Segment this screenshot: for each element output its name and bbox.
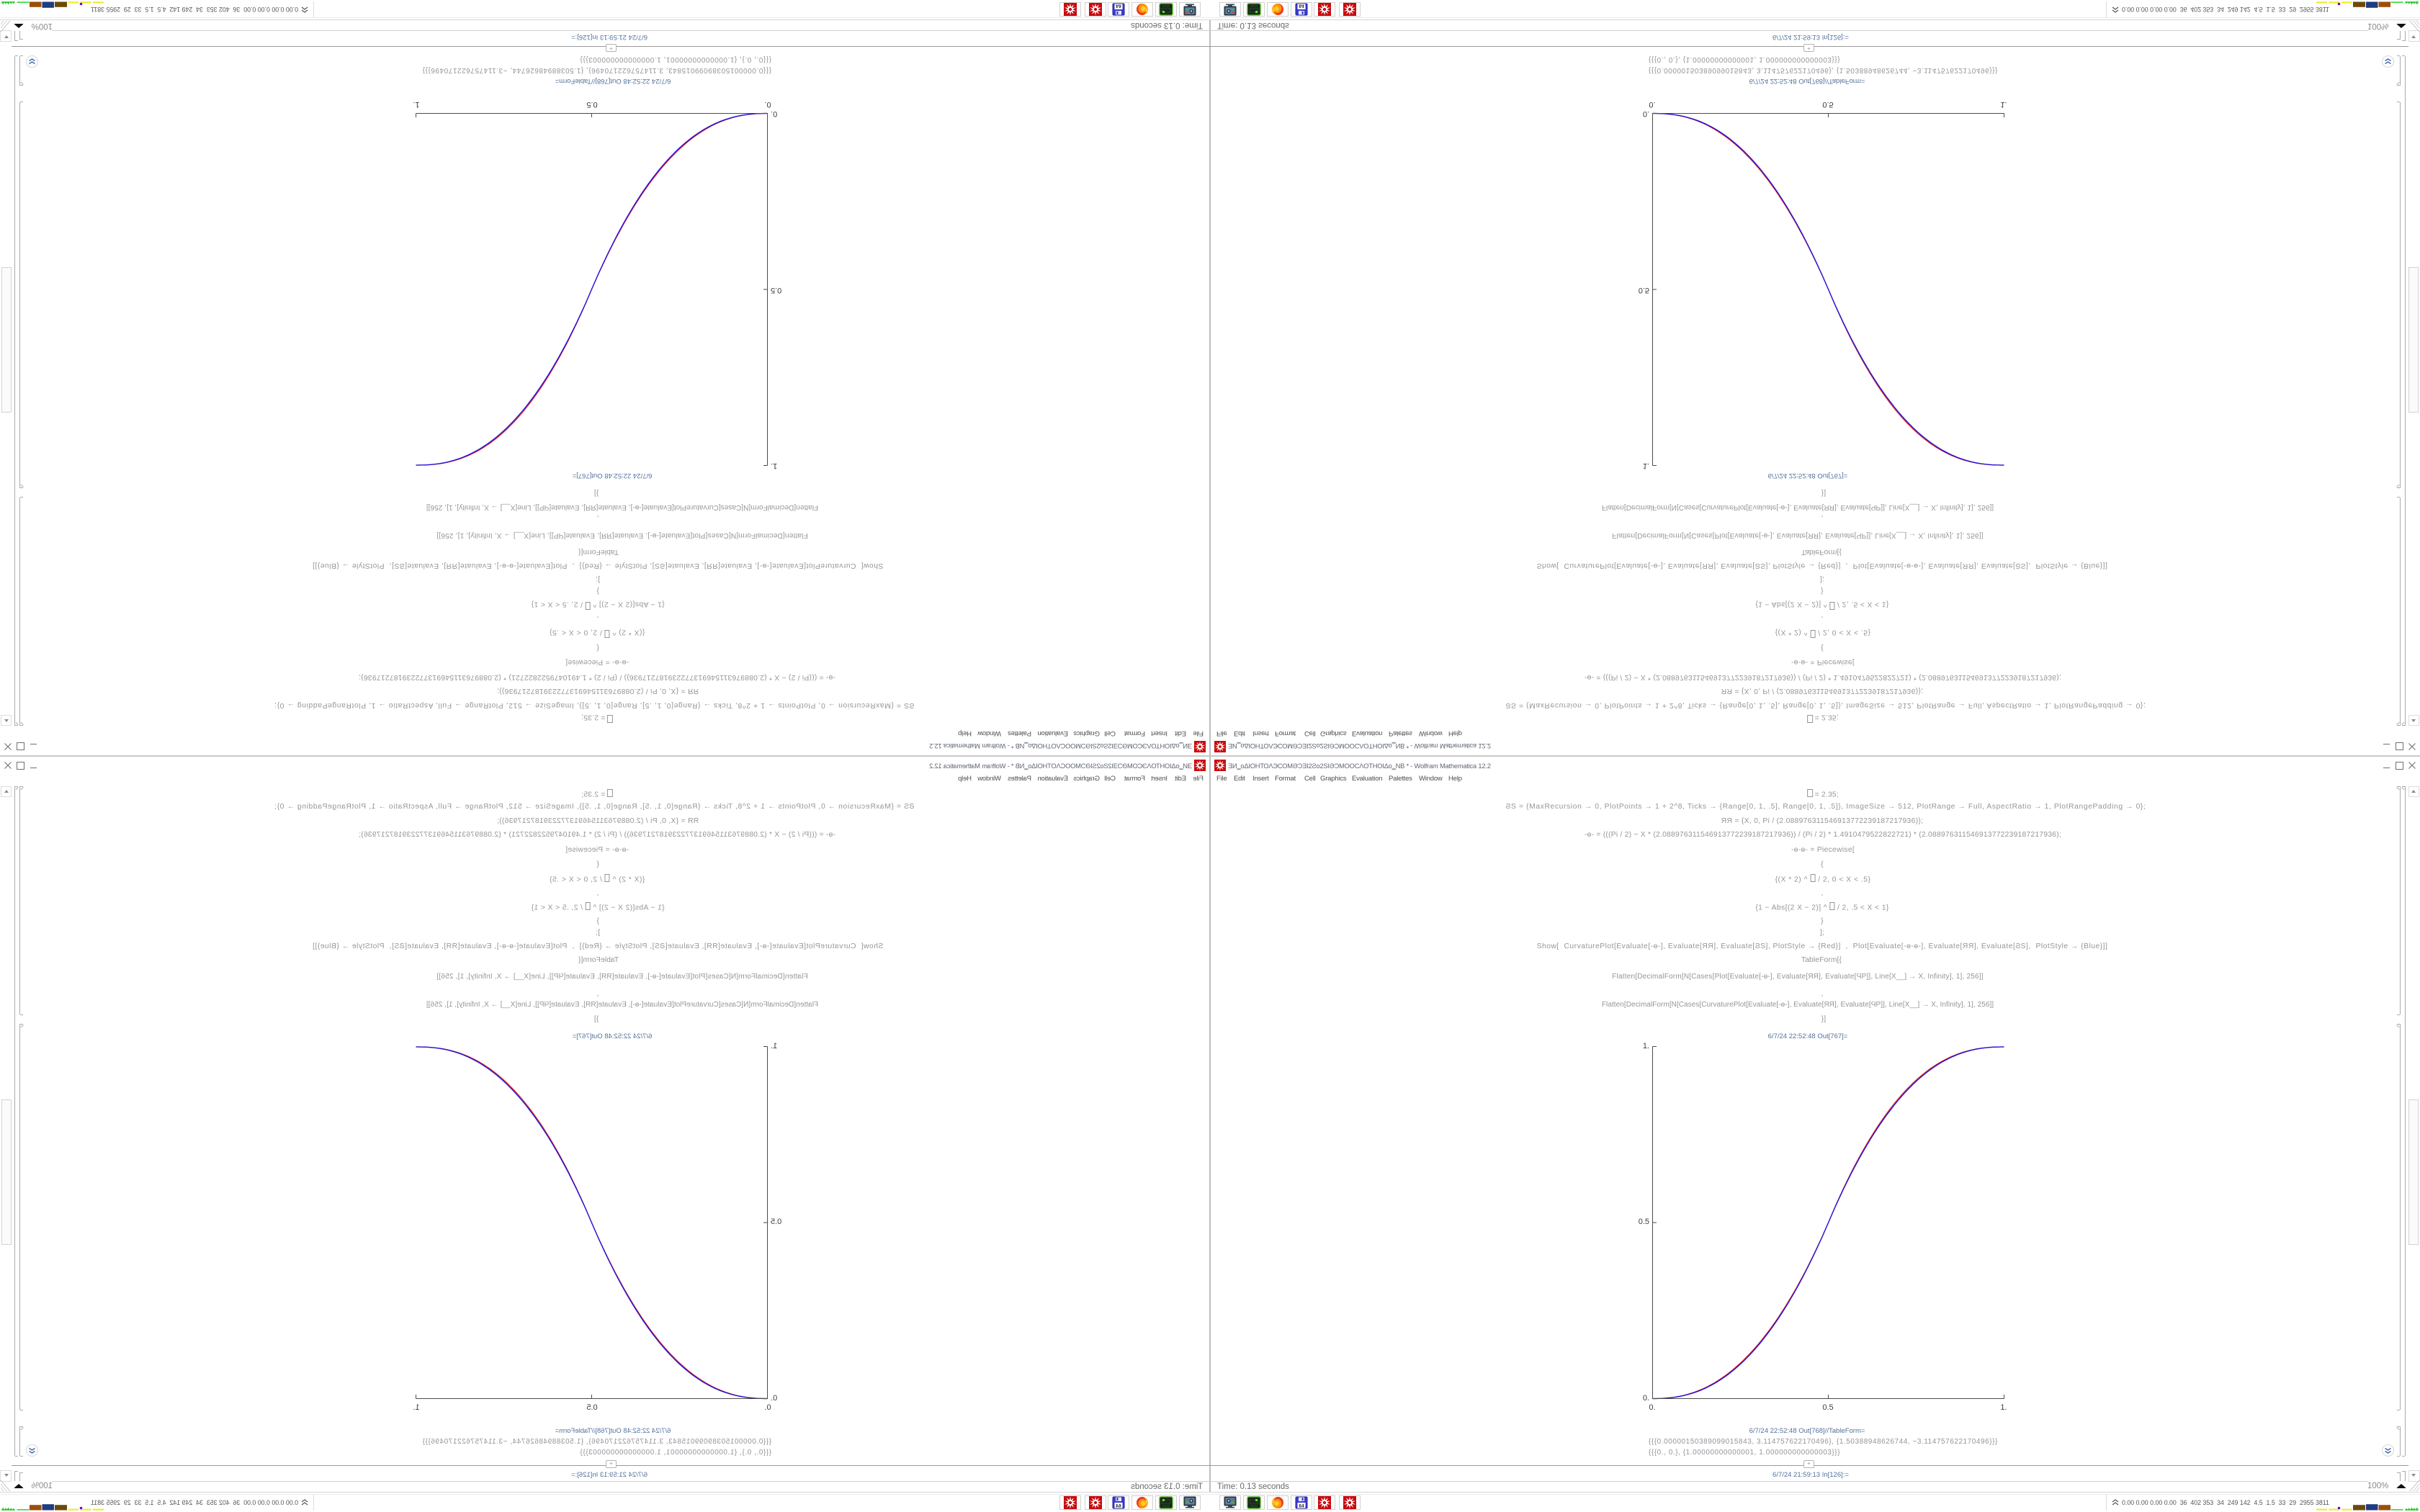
svg-text:64: 64 <box>1116 1504 1121 1509</box>
svg-text:64: 64 <box>1299 1504 1304 1509</box>
svg-text:64: 64 <box>1116 4 1121 9</box>
svg-text:64: 64 <box>1299 4 1304 9</box>
